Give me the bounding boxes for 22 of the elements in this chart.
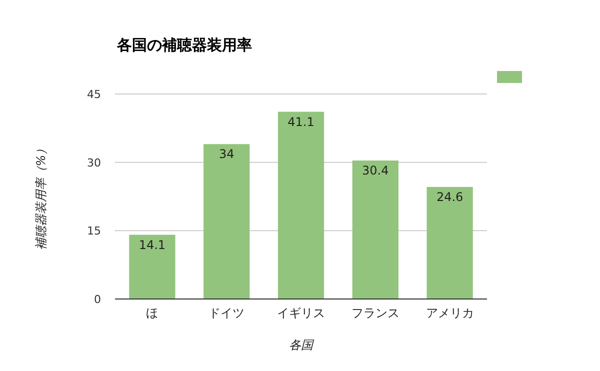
data-label: 14.1 — [138, 238, 166, 252]
bar — [278, 112, 324, 299]
bar — [204, 144, 250, 299]
x-tick-label: ほ — [146, 306, 158, 320]
data-label: 24.6 — [436, 190, 464, 204]
chart-title: 各国の補聴器装用率 — [116, 36, 252, 54]
y-tick-label: 15 — [87, 224, 101, 238]
y-axis-title: 補聴器装用率（%） — [34, 142, 48, 250]
x-tick-label: アメリカ — [426, 306, 474, 320]
y-tick-label: 0 — [94, 293, 101, 306]
bar — [426, 186, 473, 299]
x-axis-title: 各国 — [289, 338, 315, 352]
x-tick-label: ドイツ — [208, 306, 245, 320]
data-label: 34 — [218, 147, 234, 162]
data-label: 30.4 — [362, 164, 389, 178]
bar — [129, 234, 176, 299]
y-tick-label: 30 — [87, 156, 101, 170]
bar — [352, 160, 398, 299]
x-tick-label: イギリス — [277, 306, 325, 320]
y-tick-label: 45 — [87, 88, 101, 101]
data-label: 41.1 — [288, 114, 314, 129]
x-tick-label: フランス — [351, 306, 400, 320]
